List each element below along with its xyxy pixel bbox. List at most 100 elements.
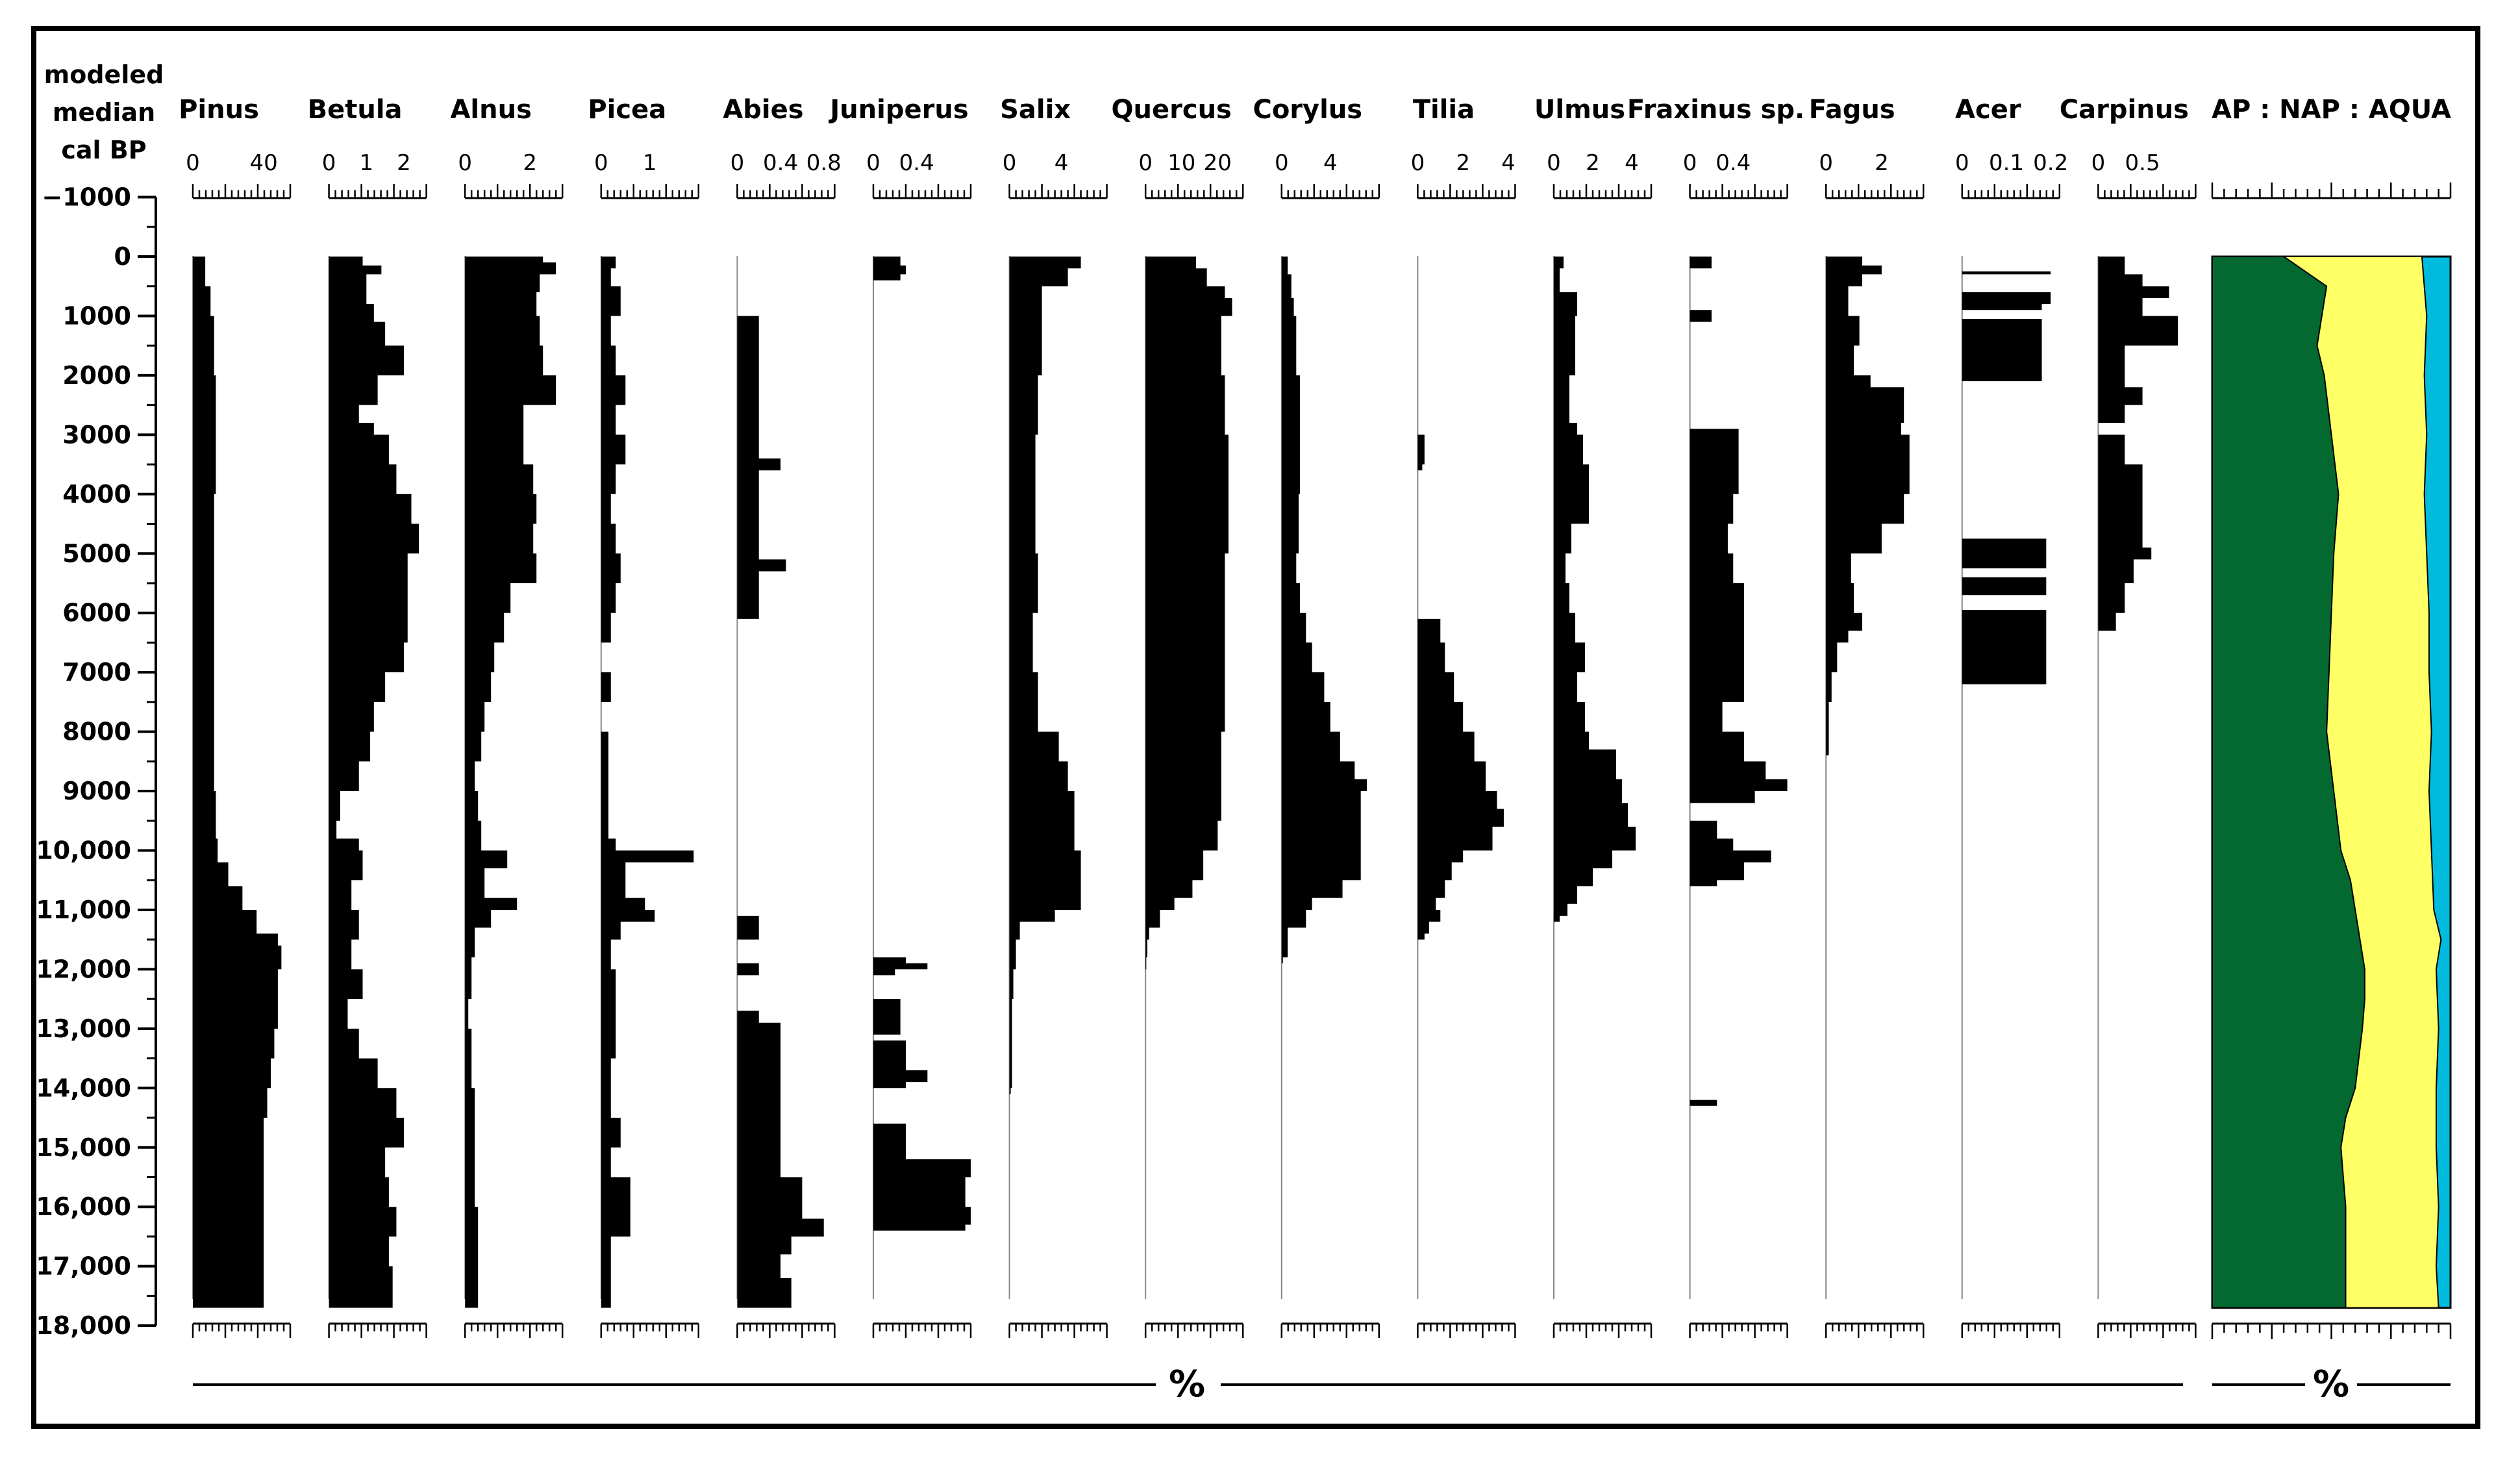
- age-tick-label: 6000: [62, 599, 131, 627]
- age-axis-title-line-2: median: [53, 98, 155, 127]
- age-tick-label: 2000: [62, 361, 131, 390]
- scale-label: 0: [458, 150, 472, 176]
- scale-label: 0.4: [763, 150, 798, 176]
- abundance-curve-abies: [737, 257, 824, 1308]
- scale-label: 0: [1138, 150, 1153, 176]
- taxon-title: Juniperus: [828, 95, 968, 125]
- percent-axis: % %: [193, 1363, 2451, 1405]
- age-tick-label: 12,000: [36, 955, 131, 983]
- panel-tilia: Tilia 0 2 4: [1411, 95, 1516, 1338]
- taxon-title: Fraxinus sp.: [1627, 95, 1804, 125]
- abundance-curve-pinus: [193, 257, 282, 1308]
- abundance-curve-acer: [1962, 257, 2051, 685]
- taxon-title: Pinus: [179, 95, 259, 125]
- age-axis: modeled median cal BP −1000 0 1000 2000 3000…: [36, 60, 164, 1340]
- abundance-curve-picea: [601, 257, 694, 1308]
- age-tick-label: 1000: [62, 301, 131, 330]
- panel-abies: Abies 0 0.4 0.8: [723, 95, 842, 1338]
- scale-label: 0: [2091, 150, 2106, 176]
- scale-label: 2: [1586, 150, 1600, 176]
- taxon-title: Betula: [308, 95, 403, 125]
- abundance-curve-betula: [329, 257, 419, 1308]
- panel-picea: Picea 0 1: [588, 95, 700, 1338]
- scale-label: 1: [643, 150, 657, 176]
- scale-label: 0.1: [1989, 150, 2024, 176]
- taxon-title: Quercus: [1112, 95, 1232, 125]
- age-tick-label: 16,000: [36, 1192, 131, 1221]
- scale-label: 0: [866, 150, 880, 176]
- age-tick-label: 14,000: [36, 1074, 131, 1102]
- scale-label: 0: [1411, 150, 1425, 176]
- age-tick-label: −1000: [42, 183, 131, 212]
- taxon-title: Alnus: [450, 95, 531, 125]
- abundance-curve-quercus: [1145, 257, 1232, 970]
- age-tick-label: 18,000: [36, 1311, 131, 1340]
- age-tick-label: 11,000: [36, 896, 131, 924]
- abundance-curve-salix: [1009, 257, 1081, 1094]
- age-tick-label: 7000: [62, 658, 131, 686]
- ap-area: [2212, 256, 2365, 1309]
- scale-label: 0: [186, 150, 200, 176]
- abundance-curve-juniperus: [873, 257, 971, 1231]
- taxon-title: Fagus: [1809, 95, 1895, 125]
- scale-label: 1: [359, 150, 373, 176]
- scale-label: 40: [249, 150, 277, 176]
- abundance-curve-fraxinus-sp: [1690, 257, 1788, 1106]
- panel-fagus: Fagus 0 2: [1809, 95, 1925, 1338]
- panel-ulmus: Ulmus 0 2 4: [1534, 95, 1653, 1338]
- ratio-percent-axis-label: %: [2313, 1363, 2349, 1405]
- panel-betula: Betula 0 1 2: [308, 95, 427, 1338]
- age-axis-title-line-1: modeled: [44, 60, 164, 89]
- age-tick-label: 10,000: [36, 837, 131, 865]
- panel-fraxinus-sp: Fraxinus sp. 0 0.4: [1627, 95, 1804, 1338]
- age-tick-label: 17,000: [36, 1252, 131, 1281]
- abundance-curve-tilia: [1417, 257, 1504, 940]
- age-axis-title-line-3: cal BP: [61, 136, 146, 164]
- scale-label: 0.4: [1715, 150, 1751, 176]
- panel-carpinus: Carpinus 0 0.5: [2060, 95, 2197, 1338]
- abundance-curve-corylus: [1281, 257, 1367, 964]
- scale-label: 0: [730, 150, 745, 176]
- scale-label: 0: [1955, 150, 1969, 176]
- scale-label: 4: [1054, 150, 1069, 176]
- panel-acer: Acer 0 0.1 0.2: [1955, 95, 2068, 1338]
- scale-label: 0: [1275, 150, 1289, 176]
- taxon-title: Ulmus: [1534, 95, 1625, 125]
- scale-label: 2: [397, 150, 411, 176]
- age-tick-label: 5000: [62, 539, 131, 568]
- age-tick-label: 3000: [62, 420, 131, 449]
- panel-salix: Salix 0 4: [1000, 95, 1108, 1338]
- age-tick-label: 9000: [62, 777, 131, 805]
- ratio-panel: AP : NAP : AQUA: [2211, 95, 2452, 1339]
- abundance-curve-carpinus: [2098, 257, 2178, 631]
- scale-label: 0.5: [2125, 150, 2160, 176]
- scale-label: 10: [1167, 150, 1195, 176]
- scale-label: 2: [1875, 150, 1889, 176]
- age-tick-label: 15,000: [36, 1133, 131, 1162]
- taxon-title: Salix: [1000, 95, 1071, 125]
- age-tick-label: 8000: [62, 718, 131, 746]
- scale-label: 4: [1501, 150, 1516, 176]
- scale-label: 20: [1204, 150, 1232, 176]
- taxon-title: Abies: [723, 95, 803, 125]
- scale-label: 0: [1547, 150, 1561, 176]
- scale-label: 2: [523, 150, 537, 176]
- taxon-title: Tilia: [1413, 95, 1475, 125]
- panel-quercus: Quercus 0 10 20: [1112, 95, 1244, 1338]
- age-tick-label: 13,000: [36, 1014, 131, 1043]
- scale-label: 2: [1456, 150, 1470, 176]
- ratio-panel-title: AP : NAP : AQUA: [2212, 95, 2451, 125]
- scale-label: 0: [1683, 150, 1697, 176]
- taxon-title: Carpinus: [2060, 95, 2189, 125]
- panel-corylus: Corylus 0 4: [1253, 95, 1380, 1338]
- taxon-title: Acer: [1955, 95, 2021, 125]
- abundance-curve-fagus: [1826, 257, 1910, 756]
- scale-label: 4: [1625, 150, 1639, 176]
- age-tick-label: 4000: [62, 480, 131, 509]
- scale-label: 0.2: [2033, 150, 2068, 176]
- scale-label: 0: [1003, 150, 1017, 176]
- panel-juniperus: Juniperus 0 0.4: [828, 95, 972, 1338]
- taxon-title: Corylus: [1253, 95, 1362, 125]
- abundance-curve-ulmus: [1554, 257, 1636, 922]
